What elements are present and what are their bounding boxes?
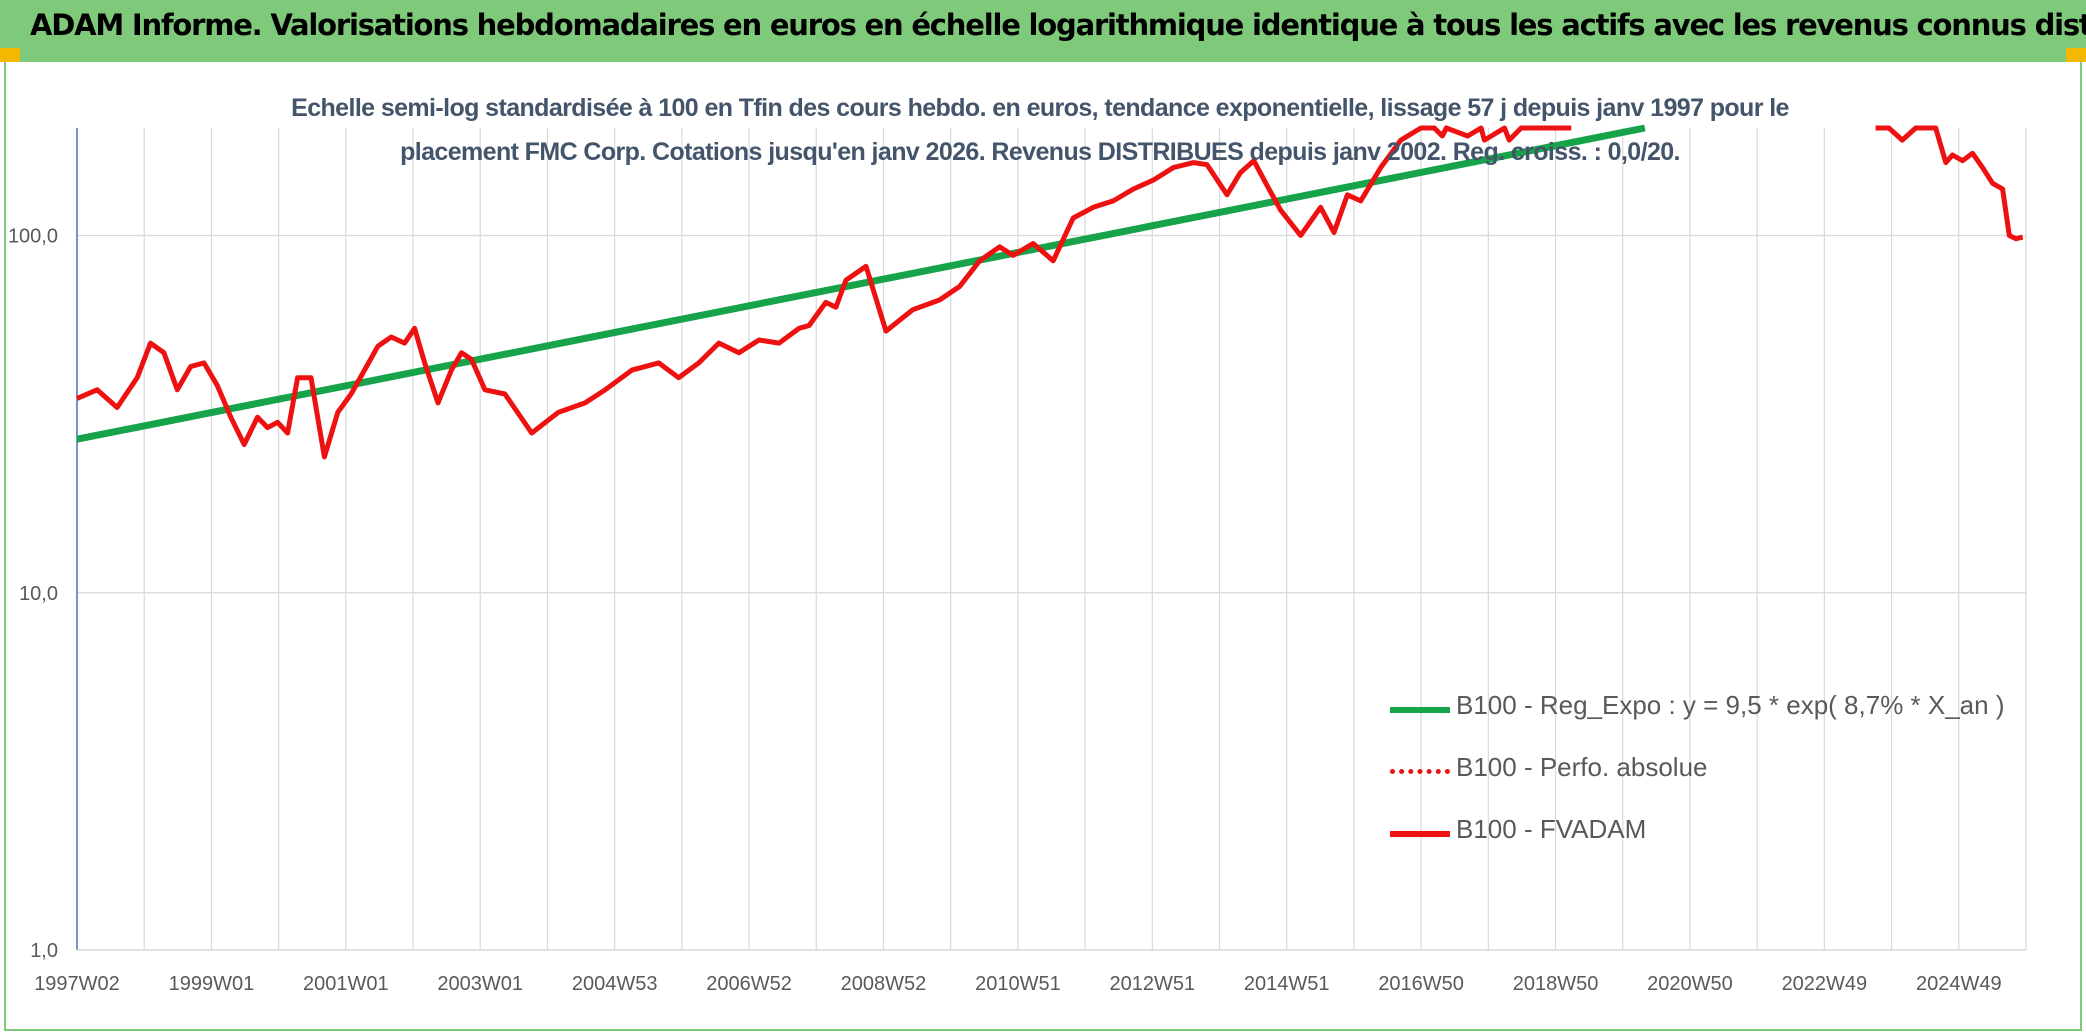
x-tick-label: 2006W52 xyxy=(706,973,792,995)
report-header: ADAM Informe. Valorisations hebdomadaire… xyxy=(0,0,2086,62)
series-layer xyxy=(76,124,2024,460)
corner-marker xyxy=(2066,48,2086,62)
legend-label-perfo: B100 - Perfo. absolue xyxy=(1456,752,1708,782)
y-tick-label: 1,0 xyxy=(30,940,58,962)
report-title: ADAM Informe. Valorisations hebdomadaire… xyxy=(30,8,2086,42)
x-tick-label: 2003W01 xyxy=(437,973,523,995)
x-tick-label: 2012W51 xyxy=(1109,973,1195,995)
legend-label-trend: B100 - Reg_Expo : y = 9,5 * exp( 8,7% * … xyxy=(1456,690,2005,720)
legend-swatch-perfo xyxy=(1390,769,1450,774)
x-tick-label: 1997W02 xyxy=(34,973,120,995)
corner-marker xyxy=(0,48,20,62)
x-tick-label: 2018W50 xyxy=(1513,973,1599,995)
y-tick-label: 10,0 xyxy=(19,583,58,605)
legend-swatch-trend xyxy=(1390,707,1450,713)
x-tick-label: 2024W49 xyxy=(1916,973,2002,995)
x-tick-label: 2008W52 xyxy=(841,973,927,995)
axes xyxy=(76,128,2026,951)
series-line-fvadam xyxy=(76,125,1572,460)
chart-frame xyxy=(4,62,2082,1031)
tick-labels: 1,0 10,0 100,0 1997W02 1999W01 2001W01 2003W01… xyxy=(8,226,2002,995)
x-tick-label: 2010W51 xyxy=(975,973,1061,995)
y-tick-label: 100,0 xyxy=(8,226,58,248)
legend-swatch-fvadam xyxy=(1390,831,1450,837)
grid-lines xyxy=(77,128,2027,950)
x-tick-label: 2016W50 xyxy=(1378,973,1464,995)
legend-label-fvadam: B100 - FVADAM xyxy=(1456,814,1647,844)
series-line-fvadam xyxy=(1875,125,2024,242)
x-tick-label: 2014W51 xyxy=(1244,973,1330,995)
x-tick-label: 2004W53 xyxy=(572,973,658,995)
x-tick-label: 2001W01 xyxy=(303,973,389,995)
x-tick-label: 1999W01 xyxy=(169,973,255,995)
x-tick-label: 2022W49 xyxy=(1782,973,1868,995)
x-tick-label: 2020W50 xyxy=(1647,973,1733,995)
series-line-trend xyxy=(76,124,1646,443)
chart-title: Echelle semi-log standardisée à 100 en T… xyxy=(291,94,1789,166)
